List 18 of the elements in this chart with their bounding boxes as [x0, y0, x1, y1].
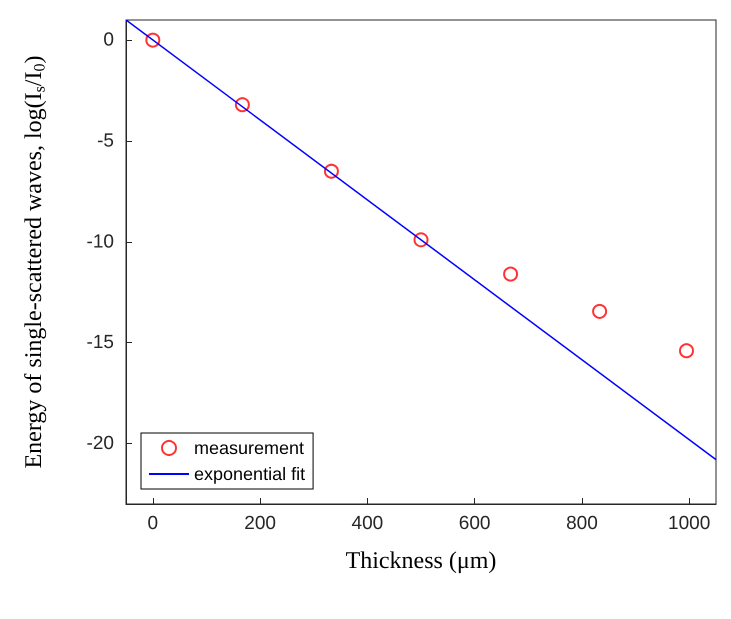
point: [679, 343, 694, 358]
y-tick-label: 0: [103, 30, 114, 51]
legend-label: exponential fit: [194, 464, 306, 484]
y-axis-title: Energy of single-scattered waves, log(Is/I0): [21, 56, 48, 468]
x-tick-label: 600: [458, 513, 490, 534]
y-tick-label: -10: [86, 231, 114, 252]
x-tick-label: 200: [244, 513, 276, 534]
y-tick-label: -15: [86, 332, 114, 354]
point: [503, 266, 518, 282]
x-tick-label: 0: [148, 513, 158, 534]
x-tick-label: 800: [566, 513, 598, 534]
x-tick-label: 1000: [668, 513, 710, 534]
point: [592, 304, 608, 319]
x-axis-title: Thickness (μm): [346, 548, 496, 574]
y-tick-label: -5: [97, 130, 114, 152]
y-tick-label: -20: [86, 433, 114, 454]
legend-label: measurement: [194, 438, 304, 458]
x-tick-label: 400: [352, 513, 384, 534]
